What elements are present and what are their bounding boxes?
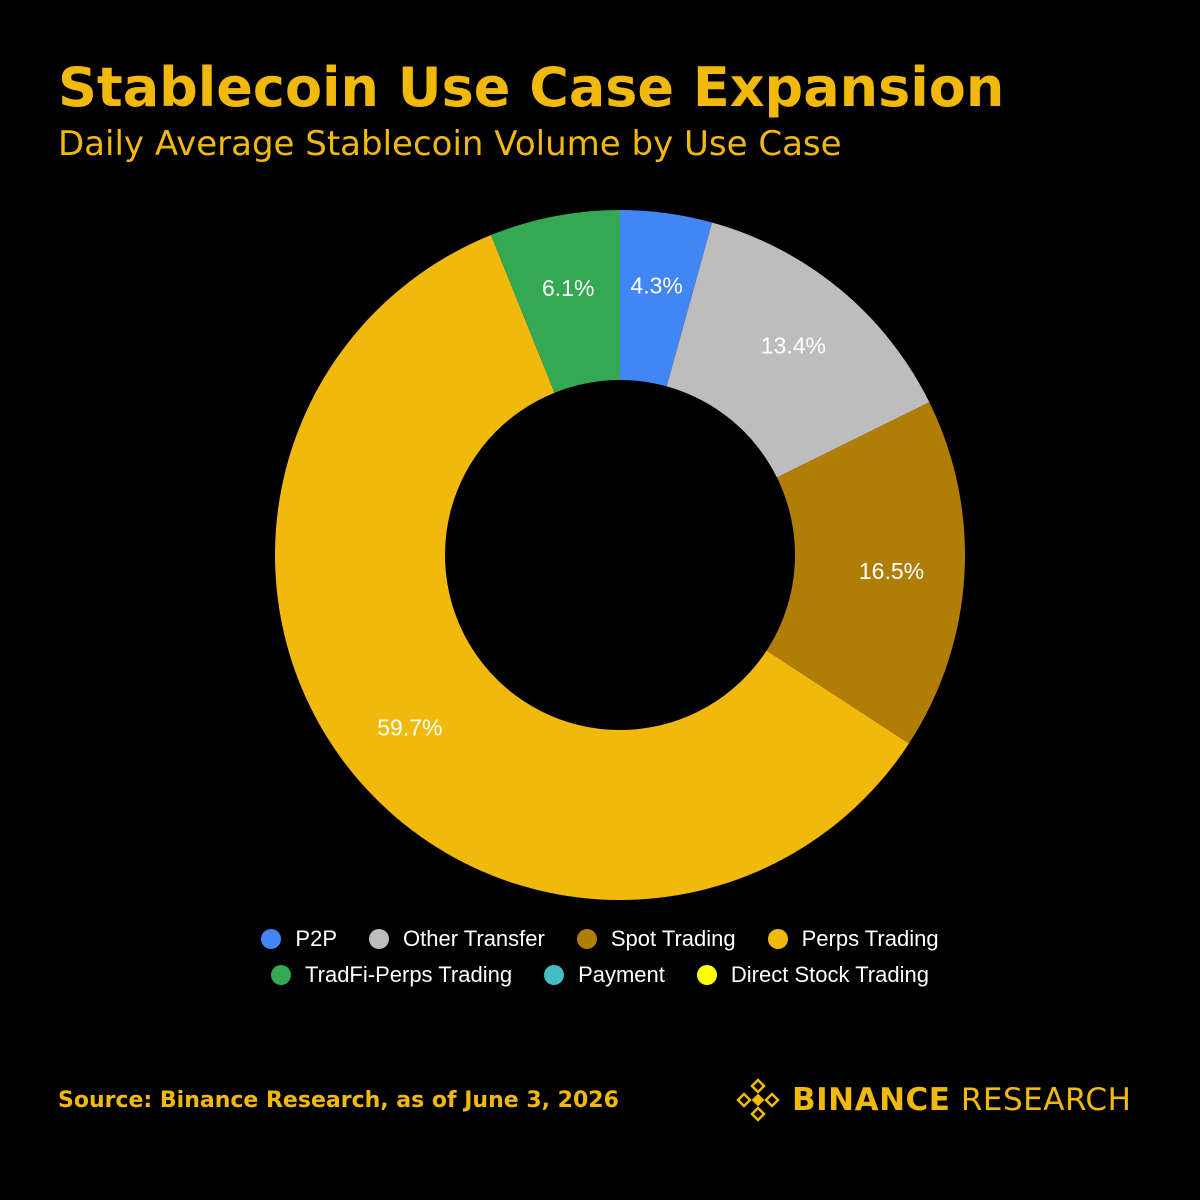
slice-label-p2p: 4.3% [630, 272, 682, 298]
slice-label-other-transfer: 13.4% [761, 332, 826, 358]
legend-item-payment: Payment [544, 962, 665, 988]
donut-slices [274, 210, 966, 900]
brand-primary: BINANCE [792, 1082, 951, 1118]
slice-p2p [620, 210, 713, 387]
source-note: Source: Binance Research, as of June 3, … [58, 1088, 619, 1113]
slice-label-tradfi-perps-trading: 6.1% [542, 275, 594, 301]
binance-diamond-icon [736, 1078, 780, 1122]
legend-item-direct-stock-trading: Direct Stock Trading [696, 962, 929, 988]
chart-subtitle: Daily Average Stablecoin Volume by Use C… [58, 124, 842, 164]
chart-title: Stablecoin Use Case Expansion [58, 56, 1005, 119]
legend-swatch [696, 965, 717, 985]
legend-item-spot-trading: Spot Trading [576, 926, 736, 952]
legend-row-2: TradFi-Perps Trading Payment Direct Stoc… [0, 962, 1200, 988]
brand-logo: BINANCE RESEARCH [736, 1078, 1131, 1122]
legend-item-other-transfer: Other Transfer [369, 926, 545, 952]
legend-swatch [576, 929, 597, 949]
legend-swatch [767, 929, 788, 949]
slice-label-spot-trading: 16.5% [859, 558, 924, 584]
slice-perps-trading [274, 235, 909, 900]
legend-swatch [369, 929, 390, 949]
slice-spot-trading [766, 402, 966, 744]
brand-secondary: RESEARCH [960, 1082, 1132, 1118]
legend-swatch [271, 965, 292, 985]
legend-item-perps-trading: Perps Trading [767, 926, 939, 952]
legend-item-tradfi-perps-trading: TradFi-Perps Trading [271, 962, 512, 988]
legend-swatch [544, 965, 565, 985]
slice-tradfi-perps-trading [490, 210, 620, 393]
legend-label: TradFi-Perps Trading [305, 962, 513, 987]
legend-swatch [261, 929, 282, 949]
legend-label: Direct Stock Trading [730, 962, 929, 987]
legend-label: Other Transfer [403, 926, 545, 951]
legend-label: Perps Trading [801, 926, 939, 951]
donut-labels: 4.3% 13.4% 16.5% 59.7% 6.1% [377, 272, 924, 740]
legend-item-p2p: P2P [261, 926, 337, 952]
legend-label: Payment [578, 962, 665, 987]
slice-other-transfer [666, 222, 930, 478]
brand-wordmark: BINANCE RESEARCH [792, 1082, 1131, 1118]
slice-label-perps-trading: 59.7% [377, 715, 442, 741]
legend-label: P2P [295, 926, 338, 951]
legend-label: Spot Trading [610, 926, 736, 951]
legend-row-1: P2P Other Transfer Spot Trading Perps Tr… [0, 926, 1200, 952]
